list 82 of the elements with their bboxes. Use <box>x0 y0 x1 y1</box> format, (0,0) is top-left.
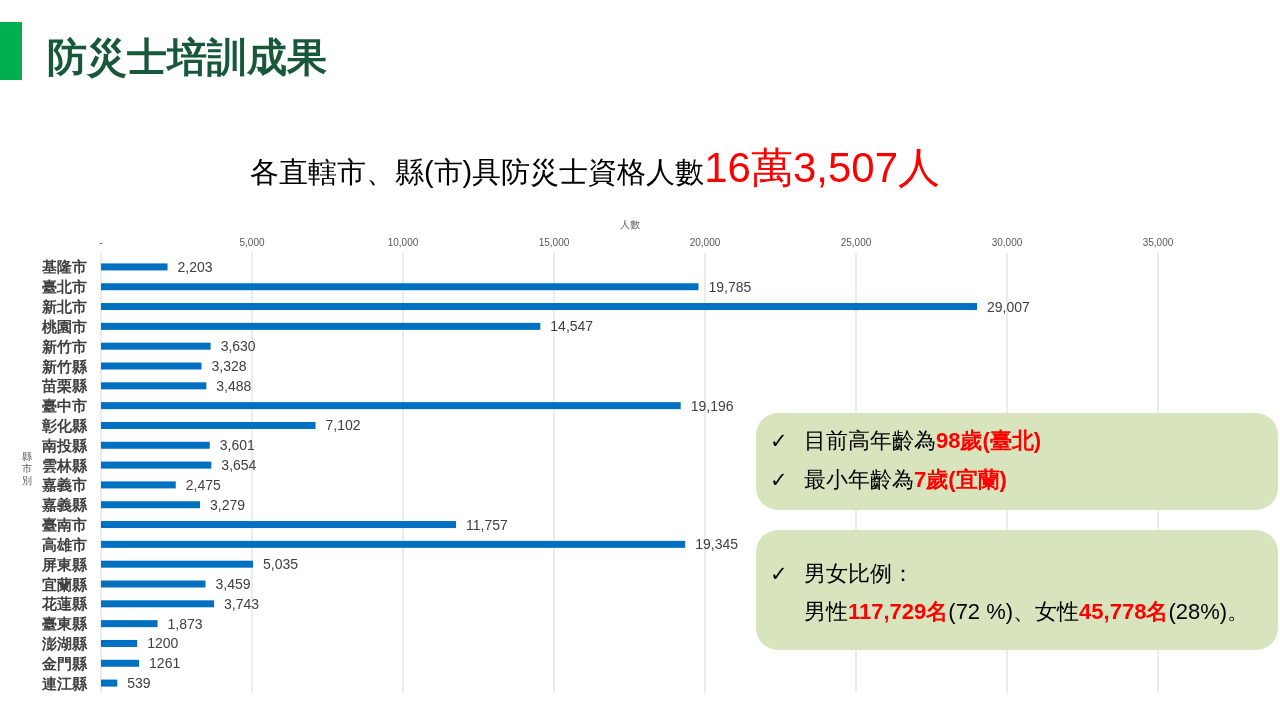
y-tick-label: 連江縣 <box>41 674 88 692</box>
data-label: 3,459 <box>215 576 251 592</box>
y-tick-label: 臺南市 <box>42 516 87 534</box>
data-label: 3,488 <box>216 377 252 394</box>
data-label: 2,475 <box>185 476 221 493</box>
x-tick-label: 10,000 <box>387 237 419 248</box>
x-tick-label: - <box>99 237 103 248</box>
y-tick-label: 新竹縣 <box>41 357 88 375</box>
data-label: 29,007 <box>987 298 1031 315</box>
y-tick-label: 嘉義市 <box>42 476 87 494</box>
bar <box>101 600 215 608</box>
y-tick-label: 南投縣 <box>41 436 88 454</box>
bar <box>101 560 254 568</box>
data-label: 1261 <box>149 655 181 672</box>
y-tick-label: 臺東縣 <box>42 615 88 633</box>
bar <box>101 283 699 291</box>
bar <box>101 521 457 529</box>
bar <box>101 421 316 429</box>
bar <box>101 303 978 311</box>
data-label: 3,654 <box>221 457 257 474</box>
chart-subtitle: 各直轄市、縣(市)具防災士資格人數16萬3,507人 <box>249 144 941 191</box>
x-tick-label: 20,000 <box>689 237 721 248</box>
annotation: ✓ 目前高年齡為98歲(臺北) <box>770 427 1042 453</box>
x-tick-label: 15,000 <box>538 237 570 248</box>
data-label: 3,601 <box>219 437 255 454</box>
y-tick-label: 苗栗縣 <box>41 377 88 395</box>
annotation: ✓ 男女比例： <box>770 560 914 586</box>
y-tick-label: 桃園市 <box>41 317 87 335</box>
y-tick-label: 金門縣 <box>41 654 88 672</box>
data-label: 7,102 <box>325 417 361 434</box>
bar <box>101 382 207 390</box>
data-label: 2,203 <box>177 258 213 275</box>
data-label: 3,743 <box>224 595 260 612</box>
data-label: 19,785 <box>708 278 752 295</box>
data-label: 3,279 <box>210 496 246 513</box>
chart-title: 防災士培訓成果 <box>47 35 327 79</box>
y-axis-title: 縣市別 <box>22 450 32 486</box>
x-tick-label: 30,000 <box>991 237 1023 248</box>
y-tick-label: 嘉義縣 <box>42 496 88 514</box>
x-axis-title: 人數 <box>619 219 640 230</box>
annotation: 男性117,729名(72 %)、女性45,778名(28%)。 <box>804 598 1250 624</box>
data-label: 19,196 <box>690 397 734 414</box>
y-tick-label: 澎湖縣 <box>41 634 88 652</box>
bar <box>101 580 206 588</box>
bar <box>101 679 118 687</box>
bar <box>101 501 201 509</box>
bar <box>101 620 158 628</box>
bar <box>101 461 212 469</box>
y-tick-label: 宜蘭縣 <box>42 575 88 593</box>
y-tick-label: 新竹市 <box>41 337 87 355</box>
data-label: 539 <box>127 675 151 692</box>
bar <box>101 322 541 330</box>
y-tick-label: 屏東縣 <box>41 555 88 573</box>
data-label: 5,035 <box>263 556 299 573</box>
data-label: 1200 <box>147 635 179 652</box>
y-tick-label: 臺中市 <box>42 397 87 415</box>
bar <box>101 342 211 350</box>
y-tick-label: 花蓮縣 <box>41 595 88 613</box>
y-tick-label: 高雄市 <box>42 535 87 553</box>
data-label: 3,630 <box>220 338 256 355</box>
x-tick-label: 25,000 <box>840 237 872 248</box>
bar <box>101 362 202 370</box>
y-tick-label: 雲林縣 <box>42 456 88 474</box>
bar <box>101 659 140 667</box>
data-label: 3,328 <box>211 358 247 374</box>
y-tick-label: 彰化縣 <box>41 416 88 434</box>
bar <box>101 441 210 449</box>
bar <box>101 263 168 271</box>
bar <box>101 639 138 647</box>
bar <box>101 481 176 489</box>
x-tick-label: 5,000 <box>239 237 265 248</box>
data-label: 19,345 <box>695 536 739 553</box>
y-tick-label: 基隆市 <box>41 258 87 276</box>
data-label: 11,757 <box>466 516 509 533</box>
data-label: 14,547 <box>550 318 594 335</box>
y-tick-label: 臺北市 <box>42 278 87 296</box>
bar <box>101 540 686 548</box>
x-tick-label: 35,000 <box>1142 237 1174 248</box>
bar <box>101 402 681 410</box>
annotation: ✓ 最小年齡為7歲(宜蘭) <box>770 466 1007 492</box>
data-label: 1,873 <box>167 615 203 632</box>
y-tick-label: 新北市 <box>41 298 87 316</box>
